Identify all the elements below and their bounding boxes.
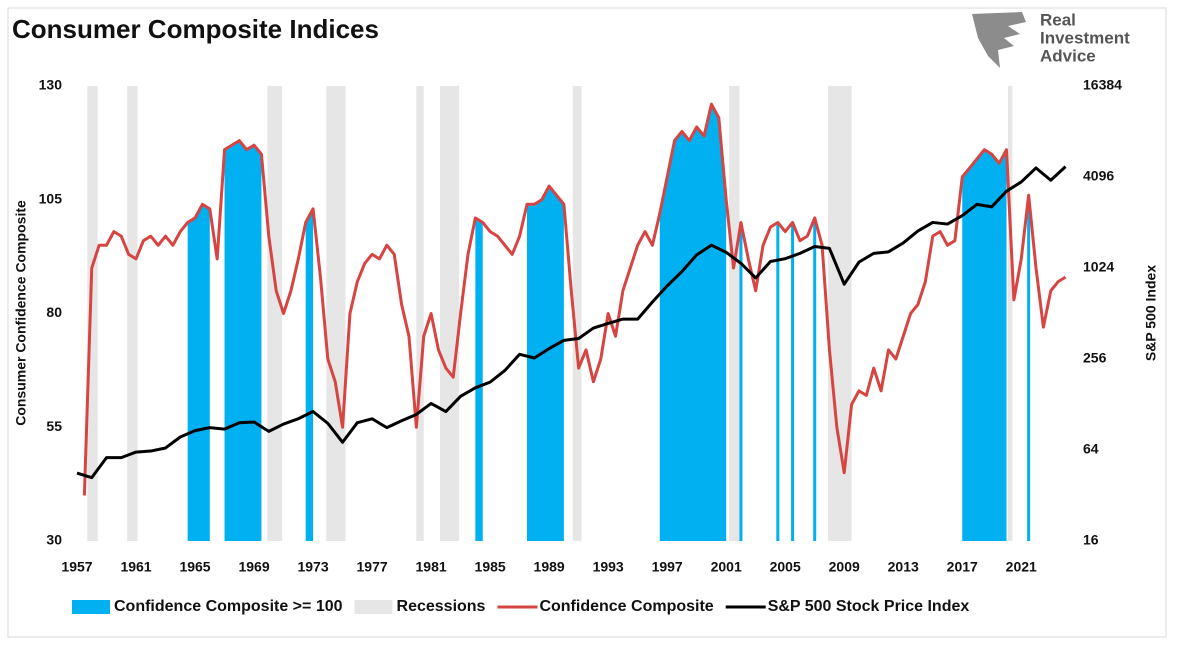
line [76,165,1067,480]
recession-band [1007,86,1013,541]
area [739,222,743,541]
x-tick-label: 1961 [120,559,151,575]
area [813,217,817,541]
recession-band [416,86,424,541]
logo-text: Advice [1040,46,1096,65]
x-tick-label: 1997 [652,559,683,575]
x-tick-label: 1957 [61,559,92,575]
logo: Real Investment Advice [972,10,1130,68]
recession-band [729,86,740,541]
y-axis-label: Consumer Confidence Composite [13,200,29,426]
y-tick-label: 30 [46,532,62,548]
logo-text: Real [1040,10,1076,29]
y2-axis-label: S&P 500 Index [1143,265,1159,361]
x-tick-label: 1973 [297,559,328,575]
y2-tick-label: 1024 [1083,259,1114,275]
legend-label: Confidence Composite [539,598,713,615]
y-tick-label: 130 [39,77,63,93]
x-tick-label: 1989 [534,559,565,575]
y2-tick-label: 16384 [1083,77,1122,93]
x-tick-label: 1977 [357,559,388,575]
legend-swatch [354,600,393,614]
y-tick-label: 55 [46,418,62,434]
recession-band [87,86,98,541]
recession-band [439,86,460,541]
recession-band [127,86,138,541]
x-tick-label: 2021 [1006,559,1037,575]
area [527,186,564,541]
legend-label: Confidence Composite >= 100 [114,598,343,615]
x-tick-label: 2001 [711,559,742,575]
y2-tick-label: 256 [1083,350,1107,366]
x-tick-label: 1969 [238,559,269,575]
recession-band [827,86,852,541]
area [1027,195,1031,541]
x-tick-label: 1993 [593,559,624,575]
x-tick-label: 2013 [888,559,919,575]
area [305,208,314,541]
area [962,149,1007,541]
x-tick-label: 2009 [829,559,860,575]
area [776,222,780,541]
y2-tick-label: 64 [1083,441,1099,457]
area [187,204,210,542]
legend: Confidence Composite >= 100 Recessions Con… [72,598,969,615]
recession-band [326,86,346,541]
y2-tick-label: 4096 [1083,168,1114,184]
x-tick-label: 1965 [179,559,210,575]
plot-area [76,86,1067,542]
y2-tick-label: 16 [1083,532,1099,548]
x-tick-label: 1985 [475,559,506,575]
legend-label: S&P 500 Stock Price Index [768,598,970,615]
y-tick-label: 80 [46,304,62,320]
recession-band [572,86,582,541]
area [659,104,727,541]
x-tick-label: 2005 [770,559,801,575]
y-tick-label: 105 [39,190,63,206]
area [475,217,483,541]
logo-icon [972,12,1026,68]
x-tick-label: 2017 [947,559,978,575]
area [224,140,262,541]
legend-swatch [72,600,110,614]
recession-band [267,86,283,541]
x-tick-label: 1981 [416,559,447,575]
area [791,222,795,541]
legend-label: Recessions [397,598,486,615]
axes: 30 55 80 105 130 16 64 256 1024 4096 16384 1957 1961… [39,77,1123,575]
chart-title: Consumer Composite Indices [12,14,379,44]
line [82,102,1067,496]
logo-text: Investment [1040,28,1130,47]
